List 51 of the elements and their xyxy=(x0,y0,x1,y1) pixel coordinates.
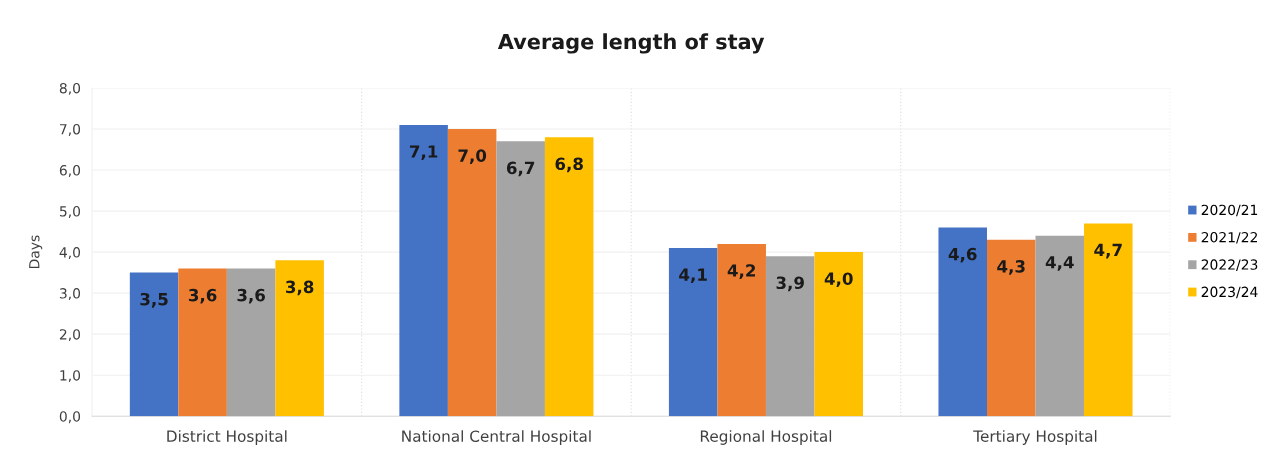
y-tick-label: 3,0 xyxy=(59,288,81,301)
bar xyxy=(399,124,448,417)
legend-label: 2020/21 xyxy=(1201,204,1258,217)
legend-label: 2022/23 xyxy=(1201,259,1258,271)
y-tick-label: 0,0 xyxy=(59,411,81,424)
bar xyxy=(765,256,815,417)
data-label: 4,7 xyxy=(1094,243,1122,259)
bar xyxy=(275,260,324,417)
data-label: 3,5 xyxy=(140,292,168,308)
legend-label: 2023/24 xyxy=(1201,286,1258,299)
data-label: 3,6 xyxy=(188,288,217,304)
bar xyxy=(1035,235,1085,417)
x-tick-label: District Hospital xyxy=(167,430,287,445)
data-label: 7,0 xyxy=(458,149,487,165)
data-label: 3,9 xyxy=(776,276,804,292)
bar xyxy=(986,239,1036,417)
data-label: 7,1 xyxy=(409,145,438,160)
bar xyxy=(814,252,863,417)
data-label: 3,6 xyxy=(237,288,265,304)
y-axis-title: Days xyxy=(29,235,43,269)
chart-title: Average length of stay xyxy=(497,33,765,54)
data-label: 4,3 xyxy=(997,260,1025,275)
y-tick-label: 2,0 xyxy=(59,329,81,342)
data-label: 6,7 xyxy=(506,161,535,177)
x-tick-label: Regional Hospital xyxy=(700,430,832,445)
data-label: 3,8 xyxy=(285,280,314,296)
bar xyxy=(544,137,594,417)
data-label: 6,8 xyxy=(555,157,583,173)
bar xyxy=(717,243,766,417)
bar xyxy=(496,141,545,417)
x-tick-label: National Central Hospital xyxy=(402,430,591,445)
y-tick-label: 1,0 xyxy=(60,370,81,383)
bar xyxy=(226,268,276,417)
bar xyxy=(447,129,497,417)
y-tick-label: 4,0 xyxy=(59,247,81,259)
data-label: 4,0 xyxy=(824,272,853,288)
bar xyxy=(178,268,227,417)
data-label: 4,4 xyxy=(1045,256,1074,271)
x-tick-label: Tertiary Hospital xyxy=(973,430,1097,445)
bar xyxy=(668,248,718,417)
y-tick-label: 7,0 xyxy=(60,123,81,136)
data-label: 4,1 xyxy=(679,268,707,284)
bar xyxy=(938,227,987,417)
y-tick-label: 5,0 xyxy=(59,206,81,218)
y-tick-label: 8,0 xyxy=(59,82,81,95)
data-label: 4,2 xyxy=(727,264,756,279)
bar xyxy=(129,272,179,417)
y-tick-label: 6,0 xyxy=(59,165,81,177)
legend-label: 2021/22 xyxy=(1201,231,1257,244)
bar xyxy=(1084,223,1133,417)
data-label: 4,6 xyxy=(948,247,977,263)
